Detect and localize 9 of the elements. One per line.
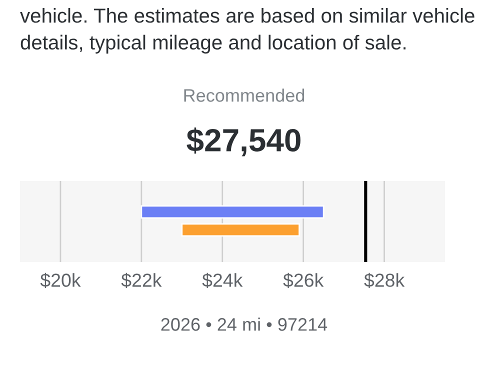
text: vehicle. The estimates are based on similar vehicle details, typical mileage and location of sale. (20, 8, 474, 54)
x-tick-label: $24k (202, 272, 243, 288)
chart-subtitle: $27,540 (186, 128, 300, 156)
text: 2026 • 24 mi • 97214 (161, 318, 328, 331)
chart-title: Recommended (184, 88, 304, 102)
x-tick-label: $22k (121, 272, 162, 288)
x-tick-label: $20k (40, 272, 81, 288)
x-tick-label: $26k (283, 272, 324, 288)
x-tick-label: $28k (364, 272, 405, 288)
